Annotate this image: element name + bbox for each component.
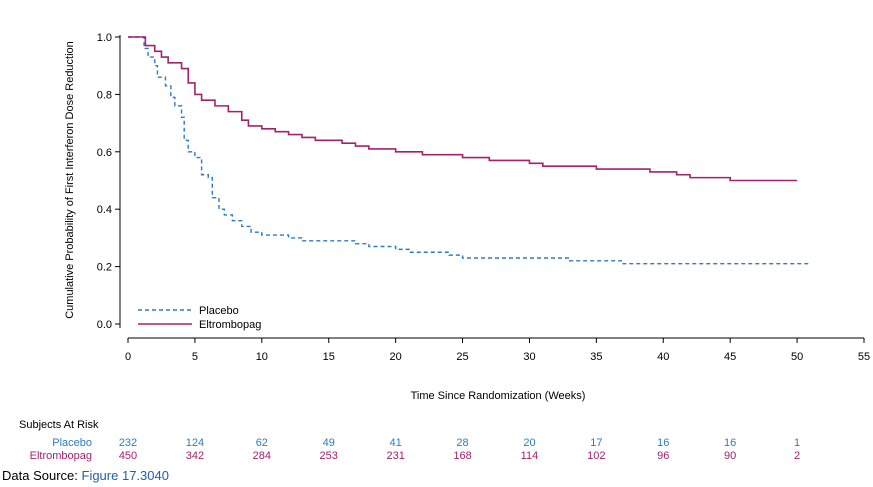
risk-count: 62 <box>256 437 268 449</box>
risk-count: 114 <box>521 450 539 462</box>
x-tick-label: 0 <box>125 351 131 363</box>
risk-count: 16 <box>657 437 669 449</box>
series-line-placebo <box>128 36 811 265</box>
legend-label-placebo: Placebo <box>199 305 239 317</box>
x-tick-label: 55 <box>858 351 870 363</box>
risk-count: 342 <box>186 450 204 462</box>
y-tick-label: 0.8 <box>97 89 112 101</box>
risk-count: 90 <box>724 450 736 462</box>
risk-count: 253 <box>320 450 338 462</box>
risk-count: 17 <box>590 437 602 449</box>
y-tick-label: 1.0 <box>97 32 112 44</box>
risk-table-title: Subjects At Risk <box>19 419 99 431</box>
y-tick-label: 0.6 <box>97 147 112 159</box>
y-tick-label: 0.4 <box>97 204 112 216</box>
legend-label-eltrombopag: Eltrombopag <box>199 319 261 331</box>
risk-count: 450 <box>119 450 137 462</box>
x-tick-label: 50 <box>791 351 803 363</box>
data-source: Data Source: Figure 17.3040 <box>2 468 169 483</box>
y-tick-label: 0.0 <box>97 319 112 331</box>
data-source-label: Data Source: <box>2 468 82 483</box>
risk-count: 2 <box>794 450 800 462</box>
risk-count: 49 <box>323 437 335 449</box>
risk-count: 41 <box>390 437 402 449</box>
chart-titles: Time Since Randomization (Weeks) Cumulati… <box>64 41 585 402</box>
risk-count: 284 <box>253 450 271 462</box>
risk-row-label-placebo: Placebo <box>52 437 92 449</box>
x-axis-title: Time Since Randomization (Weeks) <box>411 390 586 402</box>
risk-count: 20 <box>523 437 535 449</box>
x-tick-label: 40 <box>657 351 669 363</box>
x-tick-label: 20 <box>390 351 402 363</box>
series-line-eltrombopag <box>128 36 798 182</box>
x-tick-label: 30 <box>523 351 535 363</box>
risk-count: 16 <box>724 437 736 449</box>
chart-axes <box>119 35 864 339</box>
x-tick-label: 25 <box>456 351 468 363</box>
x-tick-label: 45 <box>724 351 736 363</box>
risk-count: 232 <box>119 437 137 449</box>
chart-series <box>128 36 811 265</box>
y-tick-label: 0.2 <box>97 262 112 274</box>
data-source-link[interactable]: Figure 17.3040 <box>81 468 169 483</box>
risk-table: Placebo 232 124 62 49 41 28 20 17 16 16 1 Eltrombopa… <box>30 437 801 462</box>
chart-legend: Placebo Eltrombopag <box>138 305 261 331</box>
risk-row-label-eltrombopag: Eltrombopag <box>30 450 92 462</box>
risk-count: 1 <box>794 437 800 449</box>
x-tick-label: 15 <box>323 351 335 363</box>
x-tick-label: 35 <box>590 351 602 363</box>
risk-count: 28 <box>456 437 468 449</box>
chart-ticks: 0.0 0.2 0.4 0.6 0.8 1.0 0 5 10 15 20 25 30 35 40 45 50 55 <box>97 32 870 363</box>
y-axis-title: Cumulative Probability of First Interfer… <box>64 41 76 319</box>
risk-count: 124 <box>186 437 204 449</box>
risk-count: 96 <box>657 450 669 462</box>
x-tick-label: 10 <box>256 351 268 363</box>
risk-count: 102 <box>587 450 605 462</box>
x-tick-label: 5 <box>192 351 198 363</box>
risk-count: 231 <box>386 450 404 462</box>
risk-count: 168 <box>453 450 471 462</box>
